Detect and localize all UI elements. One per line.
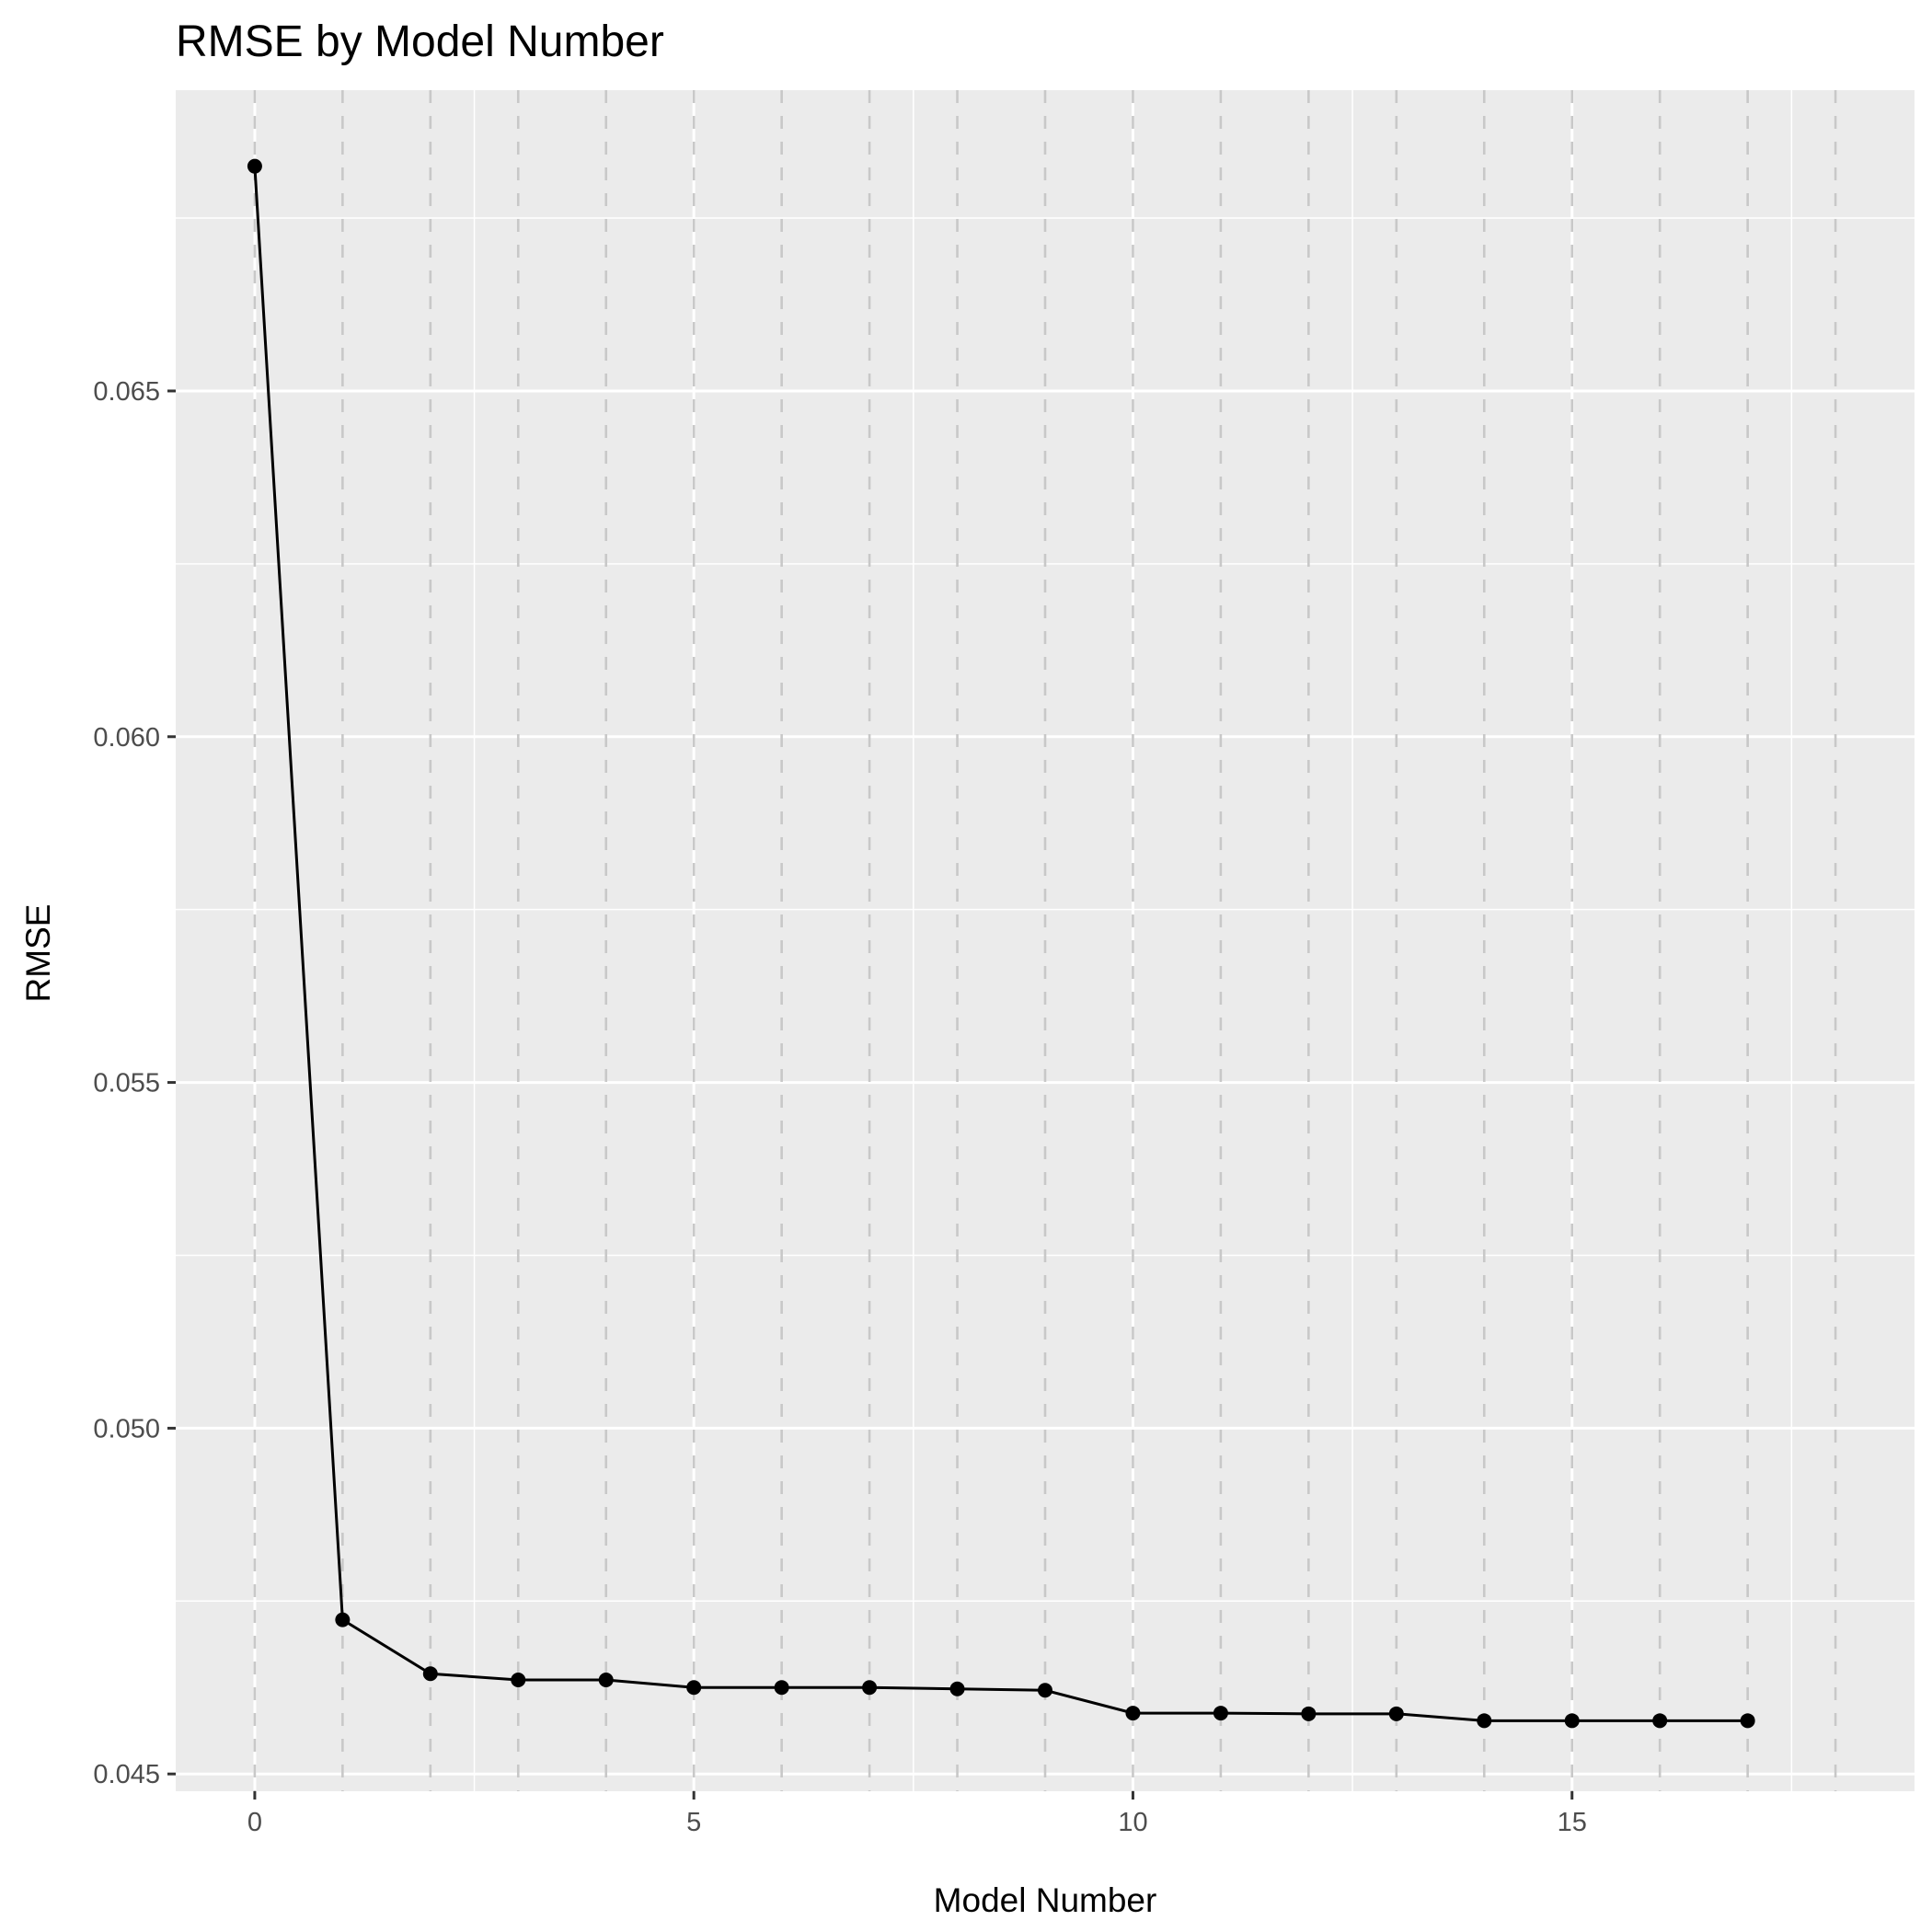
data-point-model-10 [1125,1706,1141,1721]
data-point-model-9 [1038,1683,1052,1698]
y-tick-label: 0.045 [93,1760,160,1789]
data-point-model-6 [774,1680,789,1696]
y-tick-label: 0.065 [93,377,160,407]
y-tick-label: 0.050 [93,1414,160,1443]
y-tick-label: 0.055 [93,1069,160,1098]
data-point-model-7 [862,1680,878,1696]
y-axis-title: RMSE [19,904,57,1003]
chart-title: RMSE by Model Number [176,17,664,66]
data-point-model-4 [598,1672,614,1687]
data-point-model-3 [511,1672,526,1687]
axes: 0.045 0.050 0.055 0.060 0.065 0 5 10 15 [93,377,1586,1837]
data-point-model-1 [335,1612,351,1627]
x-tick-label: 10 [1118,1808,1147,1837]
data-point-model-11 [1213,1706,1228,1721]
data-point-model-17 [1740,1713,1755,1729]
data-point-model-12 [1301,1706,1317,1721]
data-point-model-16 [1652,1713,1668,1729]
x-axis-title: Model Number [934,1881,1157,1919]
data-point-model-0 [247,158,262,174]
data-point-model-13 [1388,1706,1404,1721]
vertical-reference-lines [253,90,1837,1791]
x-tick-label: 5 [686,1808,701,1837]
data-point-model-2 [422,1666,438,1682]
data-point-model-14 [1477,1713,1492,1729]
data-point-model-8 [949,1681,965,1696]
x-tick-label: 0 [247,1808,262,1837]
data-point-model-5 [686,1680,702,1696]
data-point-model-15 [1564,1713,1580,1729]
x-tick-label: 15 [1558,1808,1587,1837]
rmse-series [247,158,1755,1729]
y-tick-label: 0.060 [93,723,160,753]
rmse-line [253,166,1748,1722]
